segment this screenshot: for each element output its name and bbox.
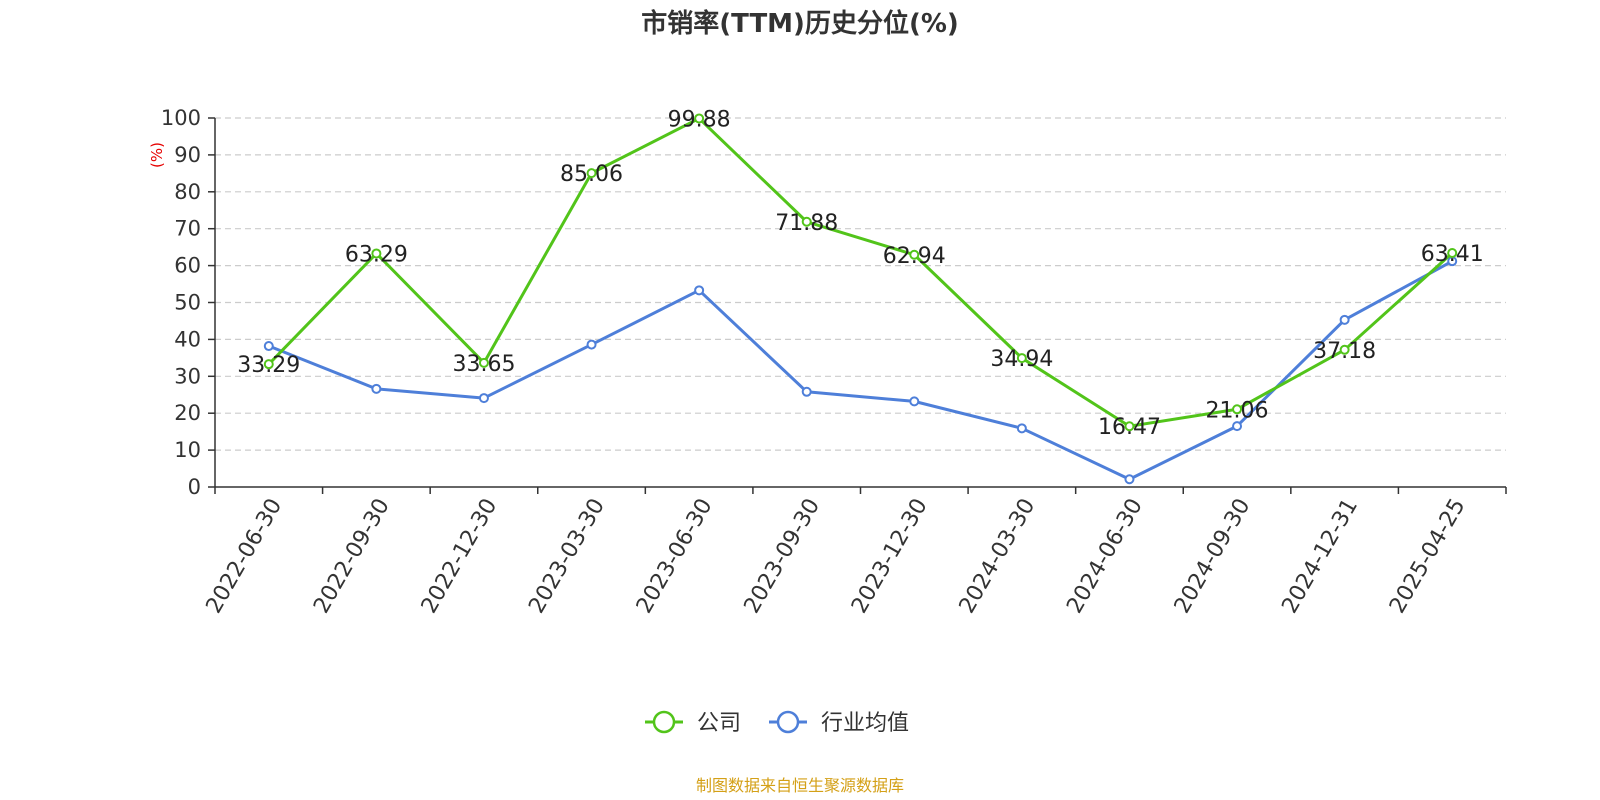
data-label: 85.06 xyxy=(560,162,623,187)
data-point xyxy=(909,249,920,260)
data-point xyxy=(1016,423,1027,434)
legend-label: 行业均值 xyxy=(821,711,909,736)
x-tick-label: 2022-06-30 xyxy=(202,495,288,618)
series-line xyxy=(268,259,1453,481)
grid xyxy=(215,117,1506,451)
y-tick-label: 100 xyxy=(161,106,201,130)
y-tick-label: 60 xyxy=(174,254,201,278)
x-tick-label: 2022-12-30 xyxy=(417,495,503,618)
legend-item-1[interactable]: 行业均值 xyxy=(769,710,909,736)
y-tick-label: 10 xyxy=(174,438,201,462)
series-line xyxy=(267,116,1454,428)
x-tick-label: 2023-12-30 xyxy=(847,495,933,618)
x-tick-label: 2024-12-31 xyxy=(1277,495,1363,618)
data-label: 16.47 xyxy=(1098,415,1161,440)
data-point xyxy=(1232,404,1243,415)
data-label: 33.29 xyxy=(237,353,300,378)
data-point xyxy=(801,386,812,397)
data-point xyxy=(801,216,812,227)
series-0 xyxy=(263,113,1458,432)
data-point xyxy=(1016,353,1027,364)
data-point xyxy=(1339,314,1350,325)
data-point xyxy=(694,113,705,124)
series-1 xyxy=(263,256,1458,485)
y-tick-label: 90 xyxy=(174,143,201,167)
axes: 0 10 20 30 40 50 60 70 80 90 100 2022-06-30 2022-09-… xyxy=(161,106,1507,618)
data-point xyxy=(1124,421,1135,432)
x-tick-label: 2022-09-30 xyxy=(309,495,395,618)
y-tick-label: 50 xyxy=(174,291,201,315)
x-tick-label: 2023-03-30 xyxy=(524,495,610,618)
x-tick-label: 2023-06-30 xyxy=(632,495,718,618)
y-axis-label: (%) xyxy=(148,142,166,168)
data-label: 37.18 xyxy=(1313,339,1376,364)
legend: 公司 行业均值 xyxy=(645,710,909,736)
data-point xyxy=(478,393,489,404)
series xyxy=(263,113,1458,485)
data-label: 62.94 xyxy=(883,244,946,269)
data-label: 33.65 xyxy=(452,352,515,377)
source-note: 制图数据来自恒生聚源数据库 xyxy=(696,776,904,795)
data-point xyxy=(263,341,274,352)
data-point xyxy=(478,357,489,368)
data-label: 21.06 xyxy=(1206,398,1269,423)
x-tick-label: 2024-09-30 xyxy=(1170,495,1256,618)
x-tick-label: 2024-06-30 xyxy=(1062,495,1148,618)
data-label: 99.88 xyxy=(668,107,731,132)
legend-marker xyxy=(776,710,800,734)
y-tick-label: 0 xyxy=(188,475,201,499)
data-label: 63.41 xyxy=(1421,242,1484,267)
x-tick-label: 2023-09-30 xyxy=(740,495,826,618)
data-label: 63.29 xyxy=(345,242,408,267)
data-point xyxy=(263,359,274,370)
data-point xyxy=(694,285,705,296)
data-labels: 33.29 63.29 33.65 85.06 99.88 71.88 62.94 34.94… xyxy=(237,107,1483,440)
legend-label: 公司 xyxy=(697,711,741,736)
data-point xyxy=(586,339,597,350)
y-tick-label: 80 xyxy=(174,180,201,204)
y-tick-label: 40 xyxy=(174,327,201,351)
legend-item-0[interactable]: 公司 xyxy=(645,710,741,736)
chart-title: 市销率(TTM)历史分位(%) xyxy=(641,8,959,39)
data-point xyxy=(371,383,382,394)
data-label: 71.88 xyxy=(775,211,838,236)
data-point xyxy=(1339,344,1350,355)
legend-marker xyxy=(652,710,676,734)
data-point xyxy=(586,168,597,179)
x-tick-label: 2025-04-25 xyxy=(1385,495,1471,618)
data-point xyxy=(909,396,920,407)
x-tick-label: 2024-03-30 xyxy=(955,495,1041,618)
y-tick-label: 70 xyxy=(174,217,201,241)
data-label: 34.94 xyxy=(990,347,1053,372)
data-point xyxy=(371,248,382,259)
y-tick-label: 30 xyxy=(174,364,201,388)
data-point xyxy=(1232,421,1243,432)
data-point xyxy=(1124,474,1135,485)
data-point xyxy=(1447,248,1458,259)
y-tick-label: 20 xyxy=(174,401,201,425)
